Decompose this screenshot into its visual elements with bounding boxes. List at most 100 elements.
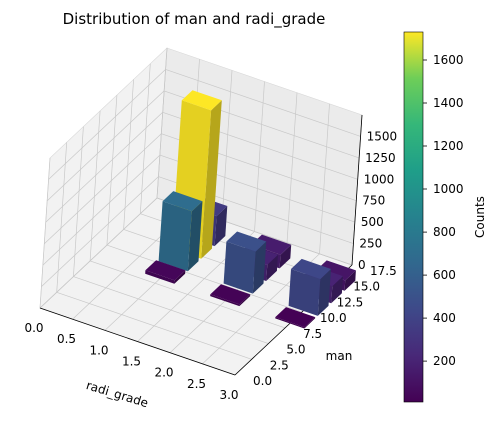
colorbar-ticks: 200 400 600 800 1000 1200 1400 1600 [423,53,464,368]
x-tick-label: 2.5 [187,377,206,391]
tick-labels: 0.00.51.01.52.02.53.00.02.55.07.510.012.… [24,129,397,402]
x-gridline [254,81,265,232]
x-axis-label: radi_grade [84,378,149,410]
y-tick-label: 10.0 [320,311,347,325]
bar-top-face [162,191,203,212]
bar-top-face [181,90,222,111]
bar-side-face [187,201,203,272]
z-tick-label: 1500 [367,129,398,143]
chart-title: Distribution of man and radi_grade [63,10,326,29]
bar-side-face [201,100,222,259]
bar-side-face [344,270,356,291]
y-tick-label: 12.5 [337,295,364,309]
colorbar-tick-label: 1400 [433,96,464,110]
bar-side-face [331,276,343,304]
bar-layer [145,90,356,329]
bar [158,191,203,272]
bar-side-face [239,294,251,307]
y-axis-label: man [326,349,353,363]
bar-top-face [210,284,251,305]
y-gridline [89,110,101,261]
y-tick-label: 0.0 [253,374,272,388]
bar-side-face [317,269,331,316]
y-gridline [123,79,134,230]
bar-side-face [252,241,267,294]
colorbar-tick-label: 400 [433,311,456,325]
x-gridline [286,92,298,243]
colorbar-tick-label: 1000 [433,182,464,196]
colorbar-tick-label: 1200 [433,139,464,153]
bar-front-face [275,317,305,329]
y-gridline [56,291,252,360]
colorbar-tick-label: 200 [433,354,456,368]
y-gridline [39,157,51,309]
y-tick-label: 7.5 [303,327,322,341]
z-tick-label: 500 [361,215,384,229]
bar-front-face [158,201,192,272]
y-gridline [123,229,319,297]
z-gridline [48,69,166,180]
z-gridline [46,90,165,202]
z-gridline [45,112,163,223]
bar-top-face [275,307,316,328]
x-gridline [319,103,330,254]
colorbar-tick-label: 600 [433,268,456,282]
x-axis-line [39,307,236,376]
bar-top-face [251,234,292,255]
bar [275,307,316,329]
y-gridline [139,63,151,214]
bar-side-face [214,206,228,247]
y-gridline [73,126,84,277]
bar-top-face [145,260,186,281]
z-tick-label: 750 [362,194,385,208]
y-tick-label: 5.0 [286,343,305,357]
colorbar-label: Counts [473,196,487,238]
x-tick-label: 1.0 [89,343,108,357]
bar-front-face [223,241,256,294]
z-tick-label: 250 [359,237,382,251]
y-gridline [106,95,118,246]
bar-side-face [304,317,316,329]
y-gridline [73,276,269,344]
x-gridline [221,70,233,221]
bar-side-face [279,244,292,269]
grid-lines [39,47,363,376]
z-tick-label: 1000 [364,172,395,186]
bar-top-face [316,260,356,281]
bar-top-face [226,231,267,252]
x-tick-label: 2.0 [154,366,173,380]
bar-top-face [291,258,331,280]
y-tick-label: 17.5 [370,264,397,278]
z-gridline [165,69,361,137]
bar-front-face [210,294,240,307]
bar [223,231,267,294]
x-tick-label: 3.0 [219,388,238,402]
colorbar [403,31,424,403]
colorbar-tick-label: 1600 [433,53,464,67]
y-tick-label: 15.0 [353,280,380,294]
y-gridline [106,244,303,313]
bar [210,284,251,307]
x-tick-label: 0.5 [57,332,76,346]
y-gridline [156,47,168,199]
bar-front-face [145,270,175,284]
bar [288,258,331,316]
bar-side-face [266,254,278,281]
z-gridline [41,176,159,287]
y-gridline [56,142,68,293]
y-gridline [89,260,286,329]
y-tick-label: 2.5 [270,358,289,372]
z-axis-line [351,114,363,266]
x-tick-label: 0.0 [24,321,43,335]
bar-front-face [288,269,321,316]
bar [145,260,186,284]
z-gridline [44,133,162,244]
colorbar-tick-label: 800 [433,225,456,239]
z-tick-label: 0 [358,258,366,272]
bar-side-face [174,270,186,284]
z-tick-label: 1250 [365,151,396,165]
z-gridline [39,197,158,309]
x-tick-label: 1.5 [122,355,141,369]
